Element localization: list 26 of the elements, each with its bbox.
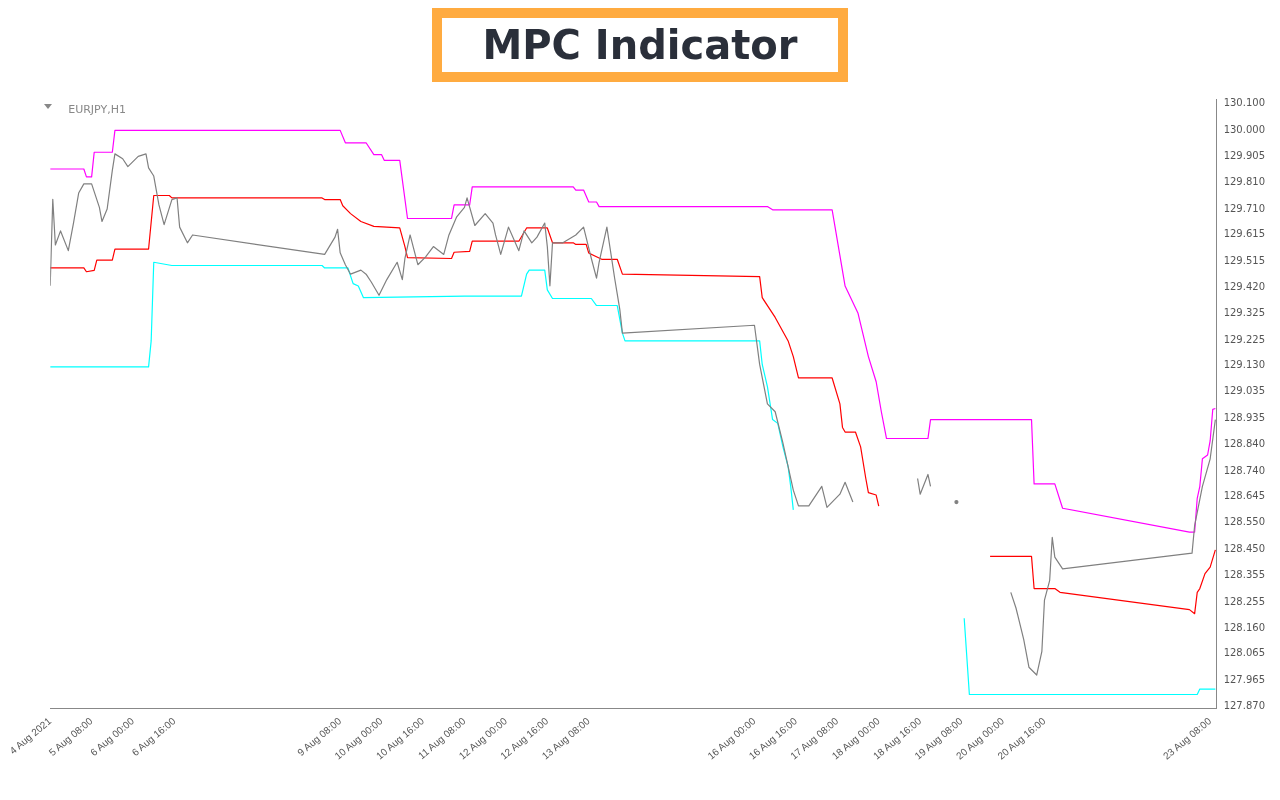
y-tick-label: 127.870: [1223, 699, 1266, 711]
y-tick-label: 129.615: [1223, 228, 1266, 240]
y-tick-label: 128.740: [1223, 464, 1266, 476]
y-tick-label: 128.160: [1223, 621, 1266, 633]
annotation: EURJPY,H1: [68, 103, 126, 117]
y-tick-label: 129.810: [1223, 175, 1266, 187]
y-tick-label: 128.450: [1223, 543, 1266, 555]
y-tick-label: 129.130: [1223, 359, 1266, 371]
y-tick-label: 129.905: [1223, 149, 1266, 161]
chart-title: MPC Indicator: [432, 8, 848, 82]
y-tick-label: 129.710: [1223, 202, 1266, 214]
y-tick-label: 129.225: [1223, 333, 1266, 345]
y-tick-label: 128.550: [1223, 516, 1266, 528]
y-tick-label: 128.935: [1223, 412, 1266, 424]
y-tick-label: 129.035: [1223, 385, 1266, 397]
y-tick-label: 129.325: [1223, 306, 1266, 318]
y-tick-label: 129.420: [1223, 281, 1266, 292]
y-tick-label: 130.100: [1223, 97, 1266, 109]
y-tick-label: 129.515: [1223, 255, 1266, 267]
y-tick-label: 128.065: [1223, 647, 1266, 659]
y-tick-label: 128.355: [1223, 568, 1266, 580]
y-tick-label: 130.000: [1223, 124, 1266, 136]
y-tick-label: 128.840: [1223, 437, 1266, 449]
y-tick-label: 128.645: [1223, 490, 1266, 502]
y-tick-label: 127.965: [1223, 674, 1266, 686]
y-tick-label: 128.255: [1223, 595, 1266, 607]
